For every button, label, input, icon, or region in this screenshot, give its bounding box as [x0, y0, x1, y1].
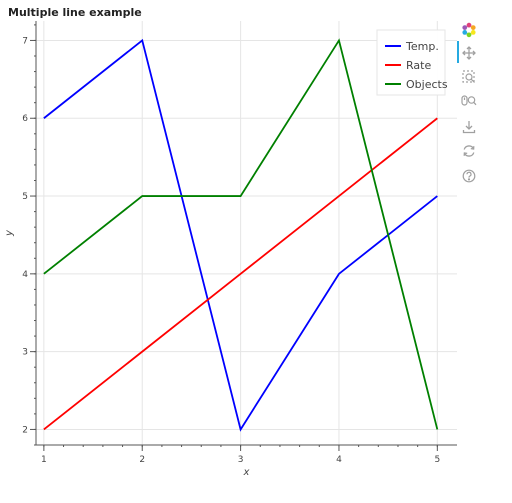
x-tick-label: 5 [434, 455, 440, 465]
y-tick-label: 2 [22, 425, 28, 435]
series-lines [43, 38, 439, 432]
x-tick-label: 3 [238, 455, 244, 465]
legend: Temp. Rate Objects [376, 29, 448, 96]
legend-item[interactable]: Temp. [385, 40, 439, 53]
x-axis-label: x [243, 467, 250, 478]
save-icon[interactable] [456, 117, 482, 137]
y-tick-label: 6 [22, 114, 28, 124]
y-tick-label: 5 [22, 192, 28, 202]
help-icon[interactable] [456, 166, 482, 186]
y-tick-label: 3 [22, 348, 28, 358]
legend-label: Objects [406, 78, 448, 91]
chart-title: Multiple line example [8, 6, 142, 19]
legend-label: Temp. [405, 40, 439, 53]
grid [36, 21, 457, 445]
pan-icon[interactable] [456, 43, 482, 63]
legend-item[interactable]: Rate [385, 59, 431, 72]
box-zoom-icon[interactable] [456, 67, 482, 87]
axes: 1 2 3 4 5 2 3 4 5 6 7 x y [4, 21, 457, 478]
reset-icon[interactable] [456, 141, 482, 161]
wheel-zoom-icon[interactable] [456, 91, 482, 111]
legend-label: Rate [406, 59, 431, 72]
x-tick-label: 1 [41, 455, 47, 465]
active-tool-indicator [457, 41, 459, 63]
legend-item[interactable]: Objects [385, 78, 448, 91]
bokeh-logo-icon[interactable] [456, 20, 482, 40]
x-tick-label: 4 [336, 455, 342, 465]
y-tick-label: 7 [22, 36, 28, 46]
x-tick-label: 2 [139, 455, 145, 465]
y-tick-label: 4 [22, 270, 28, 280]
y-axis-label: y [4, 229, 15, 237]
